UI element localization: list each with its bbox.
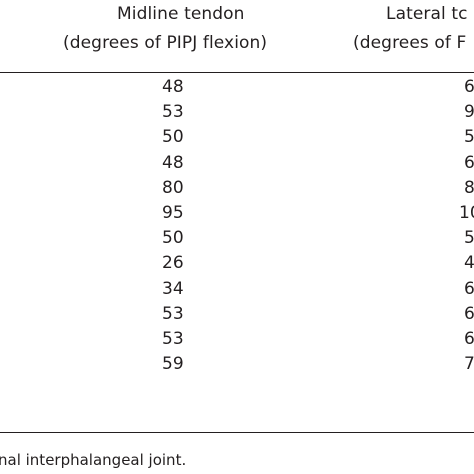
bottom-divider (0, 432, 474, 433)
table-row: 95 10 (0, 201, 474, 226)
midline-header-unit: (degrees of PIPJ flexion) (63, 33, 268, 53)
table-row: 48 6 (0, 75, 474, 100)
lateral-cell: 6 (464, 152, 474, 173)
lateral-cell: 6 (464, 328, 474, 349)
table-footnote: nal interphalangeal joint. (0, 451, 187, 469)
lateral-cell: 6 (464, 278, 474, 299)
midline-cell: 59 (162, 354, 184, 375)
table-row: 59 7 (0, 352, 474, 377)
lateral-header-title: Lateral tc (386, 4, 468, 24)
table-row: 53 6 (0, 327, 474, 352)
table-row: 80 8 (0, 176, 474, 201)
table-row: 48 6 (0, 151, 474, 176)
midline-header-title: Midline tendon (117, 4, 245, 24)
lateral-cell: 9 (464, 102, 474, 123)
lateral-cell: 5 (464, 228, 474, 249)
lateral-cell: 5 (464, 127, 474, 148)
lateral-cell: 6 (464, 77, 474, 97)
midline-cell: 53 (162, 328, 184, 349)
midline-cell: 53 (162, 102, 184, 123)
table-row: 26 4 (0, 251, 474, 276)
table-row: 53 6 (0, 302, 474, 327)
lateral-cell: 6 (464, 303, 474, 324)
midline-cell: 26 (162, 253, 184, 274)
table-body: 48 6 53 9 50 5 48 6 80 8 95 10 50 5 26 4 34 6 53 6… (0, 75, 474, 377)
lateral-cell: 8 (464, 177, 474, 198)
midline-cell: 50 (162, 228, 184, 249)
header-divider (0, 72, 474, 73)
table-row: 34 6 (0, 277, 474, 302)
table-row: 50 5 (0, 125, 474, 150)
midline-cell: 48 (162, 152, 184, 173)
midline-cell: 53 (162, 303, 184, 324)
lateral-cell: 7 (464, 354, 474, 375)
table-row: 50 5 (0, 226, 474, 251)
midline-cell: 48 (162, 77, 184, 97)
midline-cell: 95 (162, 202, 184, 223)
lateral-header-unit: (degrees of F (353, 33, 467, 53)
midline-cell: 80 (162, 177, 184, 198)
table-row: 53 9 (0, 100, 474, 125)
lateral-cell: 4 (464, 253, 474, 274)
lateral-cell: 10 (459, 202, 474, 223)
midline-cell: 34 (162, 278, 184, 299)
midline-cell: 50 (162, 127, 184, 148)
